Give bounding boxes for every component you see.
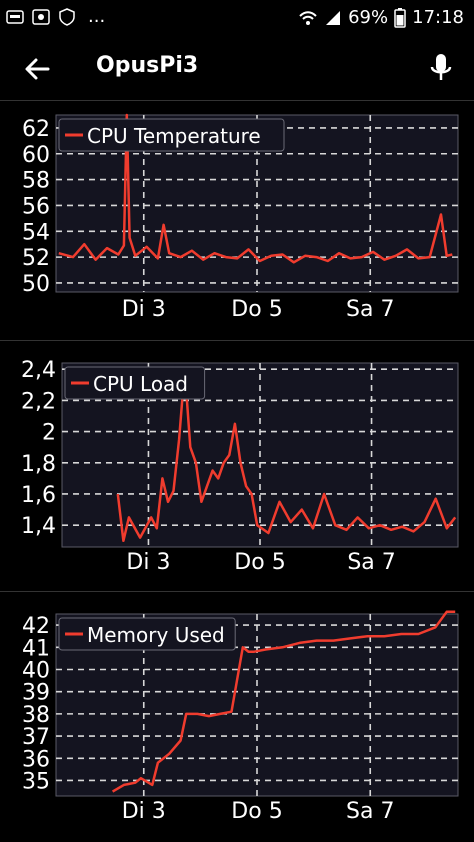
page-title: OpusPi3 (96, 53, 199, 78)
y-tick-label: 2,2 (21, 389, 56, 414)
x-tick-label: Do 5 (231, 799, 282, 824)
notification-icon (6, 10, 24, 24)
wifi-icon (299, 10, 317, 25)
y-tick-label: 56 (22, 194, 50, 219)
y-tick-label: 41 (22, 636, 50, 661)
y-tick-label: 36 (22, 747, 50, 772)
x-tick-label: Sa 7 (347, 550, 395, 575)
y-tick-label: 38 (22, 703, 50, 728)
y-tick-label: 39 (22, 681, 50, 706)
cpu-load-chart: 1,4 1,6 1,8 2 2,2 2,4 Di 3 Do 5 Sa 7 CPU Load (0, 341, 474, 590)
more-notifications: ... (88, 6, 106, 27)
legend-label: CPU Temperature (87, 124, 261, 148)
y-tick-label: 1,8 (21, 452, 56, 477)
y-tick-label: 62 (22, 117, 50, 142)
y-tick-label: 2 (42, 421, 56, 446)
legend-label: Memory Used (87, 623, 225, 647)
y-tick-label: 42 (22, 614, 50, 639)
x-tick-label: Di 3 (122, 799, 166, 824)
clock: 17:18 (412, 7, 464, 28)
app-bar: OpusPi3 (0, 40, 474, 96)
image-icon (32, 9, 50, 25)
legend-box (64, 366, 206, 400)
back-arrow-icon[interactable] (22, 54, 52, 84)
y-tick-label: 58 (22, 169, 50, 194)
y-tick-label: 40 (22, 658, 50, 683)
x-tick-label: Di 3 (122, 297, 166, 322)
x-tick-label: Do 5 (234, 550, 285, 575)
x-tick-label: Do 5 (231, 297, 282, 322)
series-line (116, 367, 457, 543)
battery-percent: 69% (348, 7, 389, 28)
legend-box (58, 118, 285, 152)
x-tick-label: Sa 7 (346, 799, 394, 824)
microphone-icon[interactable] (428, 52, 454, 84)
x-tick-label: Di 3 (126, 550, 170, 575)
battery-icon (394, 7, 406, 28)
divider (0, 100, 474, 101)
y-tick-label: 1,6 (21, 483, 56, 508)
cpu-temperature-chart: 50 52 54 56 58 60 62 Di 3 Do 5 Sa 7 CPU Temperatur… (0, 101, 474, 339)
y-tick-label: 60 (22, 143, 50, 168)
series-line (58, 113, 453, 264)
y-tick-label: 1,4 (21, 514, 56, 539)
y-tick-label: 54 (22, 220, 50, 245)
y-tick-label: 52 (22, 246, 50, 271)
y-tick-label: 50 (22, 272, 50, 297)
shield-icon (59, 8, 75, 26)
y-tick-label: 35 (22, 769, 50, 794)
divider (0, 591, 474, 592)
legend-label: CPU Load (93, 372, 188, 396)
memory-used-chart: 35 36 37 38 39 40 41 42 Di 3 Do 5 Sa 7 Memory Used (0, 592, 474, 842)
legend-box (58, 617, 236, 651)
divider (0, 340, 474, 341)
y-tick-label: 2,4 (21, 358, 56, 383)
series-line (111, 610, 456, 793)
y-tick-label: 37 (22, 725, 50, 750)
status-bar: ... 69% 17:18 (0, 0, 474, 36)
x-tick-label: Sa 7 (346, 297, 394, 322)
signal-icon (326, 10, 341, 25)
